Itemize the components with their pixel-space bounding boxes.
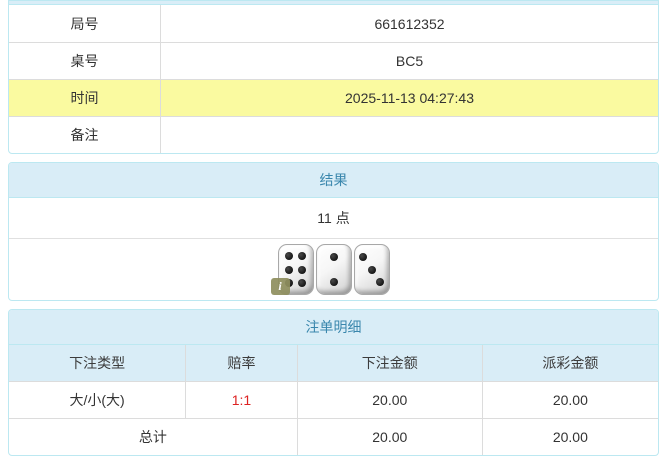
bet-table-total-row: 总计 20.00 20.00 — [9, 418, 658, 455]
bet-table: 下注类型 赔率 下注金额 派彩金额 大/小(大) 1:1 20.00 20.00… — [9, 345, 658, 455]
result-panel: 结果 11 点 i — [8, 162, 659, 301]
table-id-label: 桌号 — [9, 43, 161, 79]
time-value: 2025-11-13 04:27:43 — [345, 90, 474, 106]
game-id-label: 局号 — [9, 5, 161, 42]
remark-label: 备注 — [9, 117, 161, 153]
remark-value — [161, 117, 658, 153]
total-bet-amount-cell: 20.00 — [297, 418, 483, 455]
game-info-panel: 局号 661612352 桌号 BC5 时间 2025-11-13 04:27:… — [8, 0, 659, 154]
result-points: 11 点 — [9, 198, 658, 239]
dice-row: i — [9, 239, 658, 300]
info-row-game-id: 局号 661612352 — [9, 5, 658, 42]
payout-amount-cell: 20.00 — [482, 381, 658, 418]
info-row-remark: 备注 — [9, 116, 658, 153]
die-1-six — [277, 244, 314, 295]
result-panel-title: 结果 — [9, 163, 658, 198]
bet-details-panel: 注单明细 下注类型 赔率 下注金额 派彩金额 大/小(大) 1:1 20.00 … — [8, 309, 659, 456]
odds-cell: 1:1 — [186, 381, 298, 418]
bet-table-row: 大/小(大) 1:1 20.00 20.00 — [9, 381, 658, 418]
col-header-odds: 赔率 — [186, 345, 298, 381]
bet-amount-cell: 20.00 — [297, 381, 483, 418]
time-label: 时间 — [9, 80, 161, 116]
col-header-payout-amount: 派彩金额 — [482, 345, 658, 381]
game-id-value: 661612352 — [374, 15, 445, 32]
die-2-two — [315, 244, 352, 295]
die-3-three — [353, 244, 390, 295]
info-panel-header-remnant — [9, 1, 658, 5]
bet-details-title: 注单明细 — [9, 310, 658, 345]
col-header-bet-amount: 下注金额 — [297, 345, 483, 381]
total-payout-amount-cell: 20.00 — [482, 418, 658, 455]
info-row-table-id: 桌号 BC5 — [9, 42, 658, 79]
info-row-time: 时间 2025-11-13 04:27:43 — [9, 79, 658, 116]
bet-type-cell: 大/小(大) — [9, 381, 187, 418]
bet-table-header-row: 下注类型 赔率 下注金额 派彩金额 — [9, 345, 658, 381]
table-id-value: BC5 — [395, 53, 424, 69]
col-header-bet-type: 下注类型 — [9, 345, 187, 381]
total-label-cell: 总计 — [9, 418, 298, 455]
info-tooltip-icon[interactable]: i — [270, 278, 290, 295]
